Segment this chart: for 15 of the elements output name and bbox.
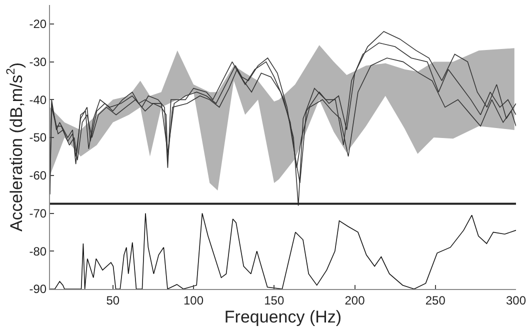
- x-tick-label: 250: [425, 293, 446, 308]
- x-tick-label: 200: [344, 293, 366, 308]
- y-tick-label: -50: [29, 130, 47, 145]
- x-tick-label: 50: [106, 293, 120, 308]
- y-tick-label: -90: [29, 282, 47, 296]
- x-tick-label: 300: [506, 293, 526, 308]
- y-tick-label: -20: [29, 17, 47, 32]
- y-tick-label: -70: [29, 206, 47, 220]
- x-axis-title: Frequency (Hz): [224, 307, 342, 326]
- y-tick-label: -80: [29, 244, 47, 258]
- y-tick-label: -30: [29, 55, 47, 69]
- y-tick-label: -40: [29, 92, 47, 107]
- x-tick-label: 100: [183, 293, 204, 308]
- x-tick-label: 150: [264, 293, 284, 308]
- y-tick-label: -60: [29, 168, 47, 183]
